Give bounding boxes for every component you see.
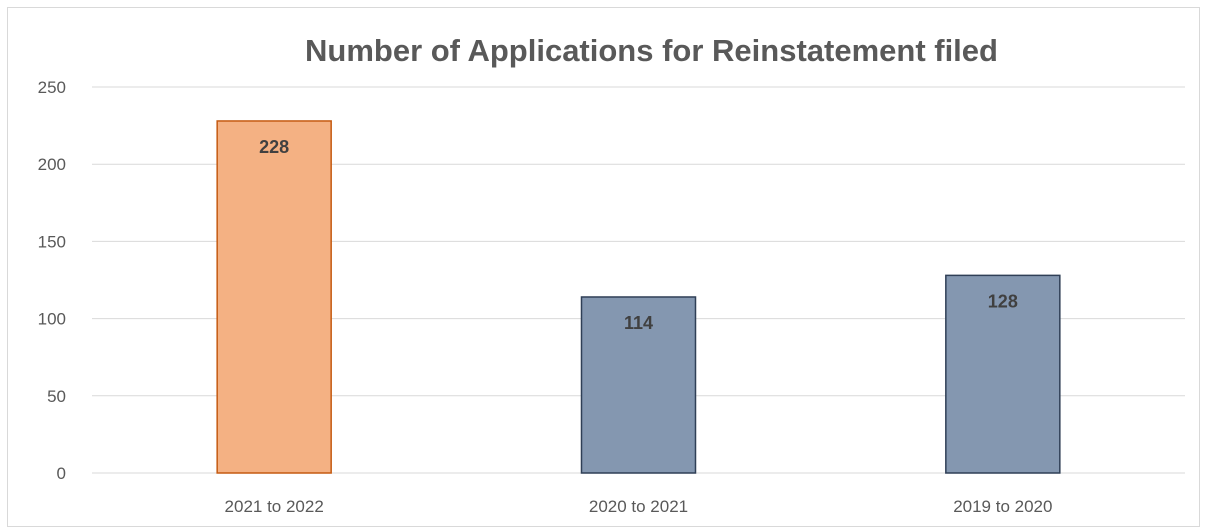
- y-tick-label: 100: [38, 310, 66, 329]
- y-tick-label: 250: [38, 78, 66, 97]
- x-tick-label: 2020 to 2021: [589, 497, 688, 516]
- y-axis-ticks: 0 50 100 150 200 250: [38, 78, 66, 483]
- y-tick-label: 0: [57, 464, 66, 483]
- bars-layer: [216, 120, 1061, 474]
- bar-2019-to-2020: [945, 274, 1061, 474]
- y-tick-label: 200: [38, 155, 66, 174]
- y-tick-label: 150: [38, 232, 66, 251]
- bar-2020-to-2021: [580, 296, 697, 474]
- data-label: 228: [259, 137, 289, 157]
- x-tick-label: 2019 to 2020: [953, 497, 1052, 516]
- bar-2021-to-2022: [216, 120, 332, 474]
- data-label: 128: [988, 291, 1018, 311]
- x-tick-label: 2021 to 2022: [225, 497, 324, 516]
- x-axis-ticks: 2021 to 2022 2020 to 2021 2019 to 2020: [225, 497, 1053, 516]
- chart-title: Number of Applications for Reinstatement…: [305, 33, 998, 68]
- y-tick-label: 50: [47, 387, 66, 406]
- data-labels-layer: 228 114 128: [259, 137, 1018, 333]
- data-label: 114: [624, 313, 653, 333]
